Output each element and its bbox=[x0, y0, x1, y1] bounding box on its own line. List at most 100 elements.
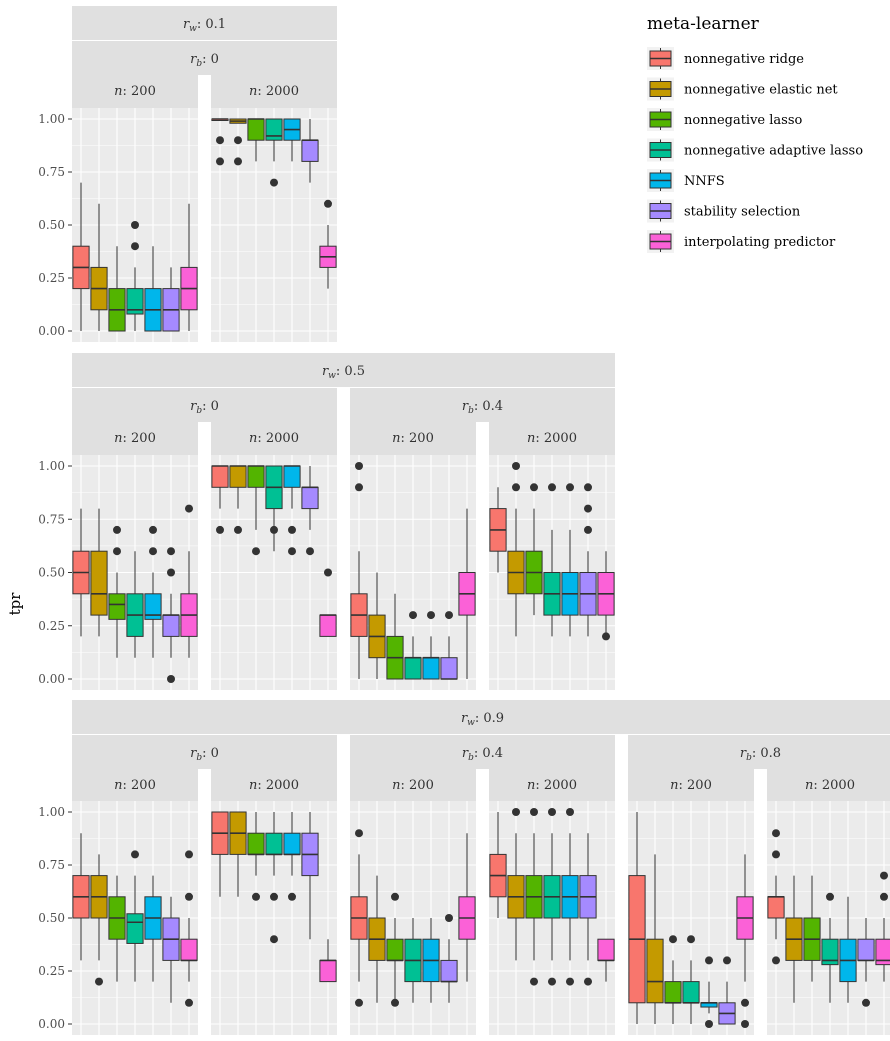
legend-label: NNFS bbox=[684, 174, 725, 189]
box-outlier bbox=[216, 136, 224, 145]
box bbox=[90, 203, 108, 331]
box bbox=[319, 939, 337, 983]
box-body bbox=[386, 938, 404, 961]
box bbox=[162, 896, 180, 1003]
box bbox=[561, 483, 579, 637]
box-body bbox=[301, 139, 319, 162]
box bbox=[265, 465, 283, 552]
y-tick-label: 1.00 bbox=[38, 805, 65, 819]
box-outlier bbox=[270, 892, 278, 901]
box bbox=[229, 811, 247, 897]
strip-n-label: n: 2000 bbox=[527, 431, 577, 446]
box-outlier bbox=[584, 525, 592, 534]
box-outlier bbox=[862, 998, 870, 1007]
facet-panel: n: 2000 bbox=[489, 422, 615, 690]
box-outlier bbox=[566, 808, 574, 816]
box bbox=[579, 483, 597, 637]
strip-n-label: n: 2000 bbox=[527, 778, 577, 793]
box-body bbox=[319, 959, 337, 983]
box-outlier bbox=[355, 483, 363, 492]
box-outlier bbox=[355, 462, 363, 470]
strip-n bbox=[767, 769, 890, 802]
y-tick-label: 0.25 bbox=[38, 964, 65, 978]
strip-rb-label: rb: 0.8 bbox=[740, 746, 781, 763]
strip-n bbox=[72, 75, 198, 108]
box-outlier bbox=[270, 935, 278, 944]
box-body bbox=[283, 832, 301, 855]
strip-n bbox=[211, 769, 337, 802]
box-outlier bbox=[566, 483, 574, 492]
box-body bbox=[767, 896, 785, 919]
box-outlier bbox=[705, 1020, 713, 1028]
box-outlier bbox=[306, 547, 314, 556]
box-outlier bbox=[270, 178, 278, 187]
y-tick-label: 0.75 bbox=[38, 512, 65, 526]
y-axis-title: tpr bbox=[6, 592, 24, 616]
box bbox=[543, 483, 561, 637]
facet-panel: n: 200 bbox=[350, 422, 476, 690]
box bbox=[422, 611, 440, 680]
strip-n-label: n: 2000 bbox=[805, 778, 855, 793]
box-body bbox=[422, 657, 440, 680]
box bbox=[386, 892, 404, 1007]
box-outlier bbox=[234, 525, 242, 534]
box-outlier bbox=[772, 956, 780, 965]
box bbox=[144, 246, 162, 332]
legend-item: stability selection bbox=[647, 199, 801, 223]
box-outlier bbox=[149, 525, 157, 534]
strip-n-label: n: 2000 bbox=[249, 778, 299, 793]
strip-n bbox=[628, 769, 754, 802]
box bbox=[785, 875, 803, 1003]
box bbox=[682, 935, 700, 1024]
box-body bbox=[247, 465, 265, 488]
box-outlier bbox=[772, 829, 780, 838]
box bbox=[350, 829, 368, 1007]
box-outlier bbox=[826, 892, 834, 901]
box bbox=[126, 551, 144, 658]
box-outlier bbox=[409, 611, 417, 620]
panels-layer: rw: 0.1 rb: 0 0.00 0.25 0.50 0.75 1.00 n: 200 n:… bbox=[38, 6, 890, 1035]
box-body bbox=[108, 593, 126, 620]
box bbox=[301, 812, 319, 940]
box-body bbox=[229, 465, 247, 488]
strip-n bbox=[489, 422, 615, 455]
box bbox=[525, 808, 543, 986]
strip-n bbox=[211, 422, 337, 455]
y-tick-label: 1.00 bbox=[38, 112, 65, 126]
facet-panel: n: 2000 bbox=[211, 75, 337, 342]
box bbox=[404, 611, 422, 680]
legend-title: meta-learner bbox=[647, 14, 760, 34]
y-tick-label: 0.50 bbox=[38, 218, 65, 232]
box bbox=[180, 504, 198, 658]
box-outlier bbox=[167, 675, 175, 683]
box-outlier bbox=[548, 483, 556, 492]
box bbox=[90, 854, 108, 986]
legend-item: nonnegative adaptive lasso bbox=[647, 138, 863, 162]
facet-panel: n: 2000 bbox=[211, 422, 337, 690]
strip-rw-label: rw: 0.1 bbox=[183, 17, 226, 34]
box bbox=[422, 918, 440, 1003]
y-tick-label: 0.00 bbox=[38, 672, 65, 686]
y-tick-label: 0.50 bbox=[38, 911, 65, 925]
strip-rb bbox=[628, 735, 890, 769]
box-outlier bbox=[270, 525, 278, 534]
strip-n bbox=[72, 769, 198, 802]
strip-n bbox=[489, 769, 615, 802]
box bbox=[525, 483, 543, 616]
box bbox=[108, 875, 126, 982]
legend-label: nonnegative lasso bbox=[684, 113, 803, 128]
box-outlier bbox=[131, 850, 139, 859]
strip-n-label: n: 200 bbox=[392, 778, 434, 793]
box bbox=[211, 811, 229, 897]
strip-n-label: n: 2000 bbox=[249, 431, 299, 446]
strip-rb bbox=[72, 41, 337, 75]
box-body bbox=[162, 614, 180, 637]
box bbox=[440, 914, 458, 1003]
box-outlier bbox=[131, 242, 139, 251]
y-tick-label: 0.75 bbox=[38, 165, 65, 179]
box bbox=[350, 462, 368, 679]
strip-rb-label: rb: 0 bbox=[190, 52, 219, 69]
strip-rb-label: rb: 0 bbox=[190, 746, 219, 763]
